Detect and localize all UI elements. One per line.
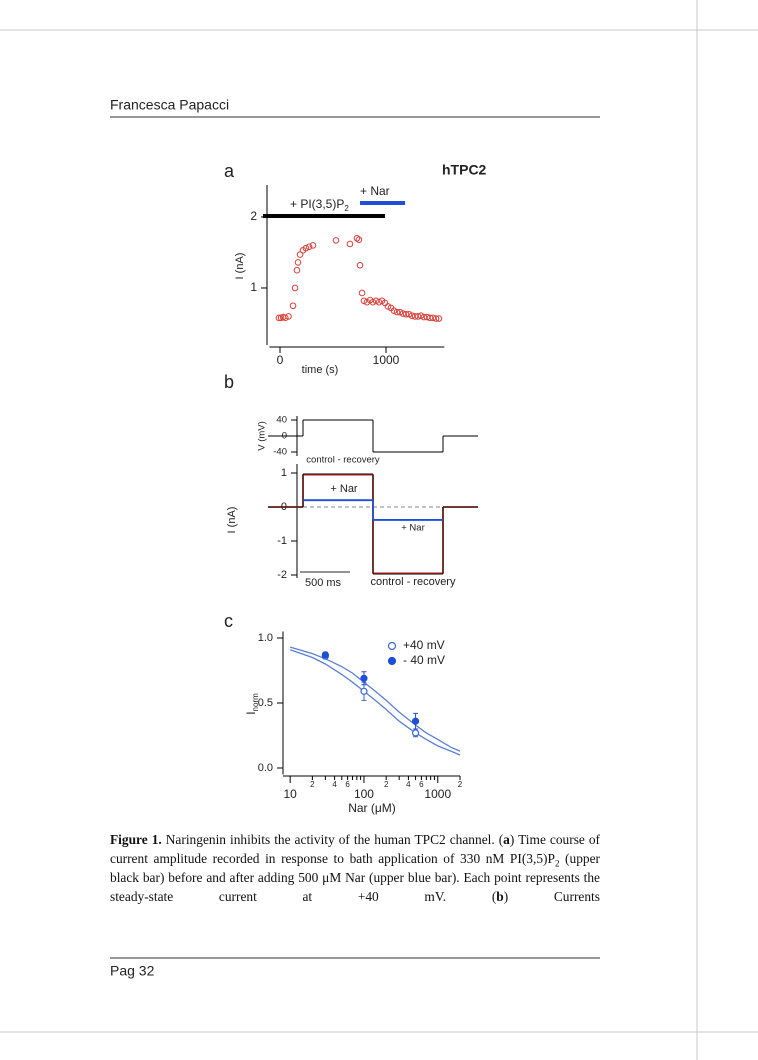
data-point bbox=[411, 717, 420, 725]
x-tick-label: 0 bbox=[277, 353, 284, 367]
x-tick-label: 6 bbox=[345, 780, 350, 789]
data-point bbox=[293, 266, 301, 274]
trace-annotation: control - recovery bbox=[371, 576, 456, 588]
y-tick-label: 1 bbox=[281, 467, 287, 479]
y-tick-label: 0.5 bbox=[258, 697, 273, 709]
x-tick-label: 10 bbox=[283, 787, 297, 801]
y-axis-label: Inorm bbox=[244, 693, 260, 715]
label-text: + Nar bbox=[360, 184, 390, 198]
data-point bbox=[393, 308, 401, 316]
data-point bbox=[302, 244, 310, 252]
x-axis-label: Nar (μM) bbox=[348, 801, 396, 815]
fit-curve bbox=[289, 649, 461, 756]
caption-run: a bbox=[503, 832, 510, 847]
data-point bbox=[356, 261, 364, 269]
y-tick-label: 0.0 bbox=[258, 762, 273, 774]
data-point bbox=[408, 312, 416, 319]
x-tick-label: 2 bbox=[384, 780, 389, 789]
caption-run: Figure 1. bbox=[110, 832, 162, 847]
y-tick-label: 40 bbox=[276, 415, 287, 426]
caption-run: Naringenin inhibits the activity of the … bbox=[161, 832, 504, 847]
x-tick-label: 4 bbox=[406, 780, 411, 789]
caption-run: ) Time course of current amplitude recor… bbox=[110, 832, 601, 866]
data-point bbox=[321, 651, 329, 659]
panel-title: hTPC2 bbox=[442, 162, 487, 178]
data-point bbox=[282, 314, 289, 322]
footer-page: Pag 32 bbox=[110, 963, 155, 979]
legend-label: +40 mV bbox=[403, 638, 445, 652]
y-tick-label: -2 bbox=[277, 569, 287, 581]
data-point bbox=[420, 313, 428, 321]
data-point bbox=[435, 315, 443, 322]
data-point bbox=[358, 289, 366, 297]
x-tick-label: 100 bbox=[354, 787, 374, 801]
data-point bbox=[411, 729, 420, 737]
label-text: + PI(3,5)P bbox=[290, 197, 344, 211]
caption-run: (upper black bar) before and after addin… bbox=[110, 851, 600, 904]
label-sub: 2 bbox=[344, 204, 349, 213]
figure-caption: Figure 1. Naringenin inhibits the activi… bbox=[110, 830, 600, 906]
legend-label: - 40 mV bbox=[403, 653, 445, 667]
header-author: Francesca Papacci bbox=[110, 97, 229, 113]
panel-letter: c bbox=[224, 611, 233, 631]
data-point bbox=[294, 259, 302, 266]
data-point bbox=[289, 302, 297, 310]
treatment-label: + Nar bbox=[360, 184, 390, 198]
data-point bbox=[426, 314, 434, 322]
label-sub: norm bbox=[251, 693, 260, 712]
trace-annotation: + Nar bbox=[401, 523, 425, 534]
y-axis-label: V (mV) bbox=[257, 421, 268, 451]
data-point bbox=[346, 240, 354, 248]
x-tick-label: 1000 bbox=[424, 787, 451, 801]
data-point bbox=[296, 251, 304, 258]
data-point bbox=[355, 236, 363, 243]
x-tick-label: 2 bbox=[458, 780, 463, 789]
fit-curve bbox=[290, 646, 461, 752]
y-tick-label: -40 bbox=[273, 447, 287, 458]
data-point bbox=[305, 243, 313, 251]
data-point bbox=[309, 242, 317, 249]
x-tick-label: 1000 bbox=[373, 353, 400, 367]
trace-annotation: + Nar bbox=[330, 483, 358, 495]
data-point bbox=[332, 237, 340, 244]
x-tick-label: 2 bbox=[310, 780, 315, 789]
data-point bbox=[285, 313, 292, 320]
x-axis-label: time (s) bbox=[302, 364, 339, 376]
data-point bbox=[399, 310, 407, 317]
data-point bbox=[432, 315, 440, 322]
panel-letter: a bbox=[224, 161, 235, 181]
data-point bbox=[429, 314, 437, 322]
x-tick-label: 4 bbox=[332, 780, 337, 789]
y-tick-label: -1 bbox=[277, 535, 287, 547]
caption-run: 2 bbox=[554, 858, 560, 869]
panel-letter: b bbox=[224, 372, 234, 392]
y-tick-label: 1.0 bbox=[258, 632, 273, 644]
y-tick-label: 1 bbox=[250, 280, 257, 294]
data-point bbox=[360, 674, 368, 682]
x-tick-label: 6 bbox=[419, 780, 424, 789]
y-axis-label: I (nA) bbox=[226, 507, 238, 534]
y-axis-label: I (nA) bbox=[234, 253, 246, 280]
data-point bbox=[402, 310, 410, 318]
caption-run: ) Currents bbox=[503, 889, 600, 904]
legend-marker bbox=[387, 641, 397, 651]
data-point bbox=[291, 284, 299, 292]
legend-marker bbox=[387, 656, 397, 666]
data-point bbox=[360, 687, 368, 695]
data-point bbox=[390, 307, 398, 315]
treatment-label: + PI(3,5)P2 bbox=[290, 197, 349, 213]
trace-annotation: control - recovery bbox=[306, 455, 380, 466]
label-text: I bbox=[244, 711, 258, 714]
scale-bar-label: 500 ms bbox=[305, 577, 342, 589]
caption-run: b bbox=[496, 889, 504, 904]
data-point bbox=[275, 314, 283, 322]
y-tick-label: 2 bbox=[250, 209, 257, 223]
